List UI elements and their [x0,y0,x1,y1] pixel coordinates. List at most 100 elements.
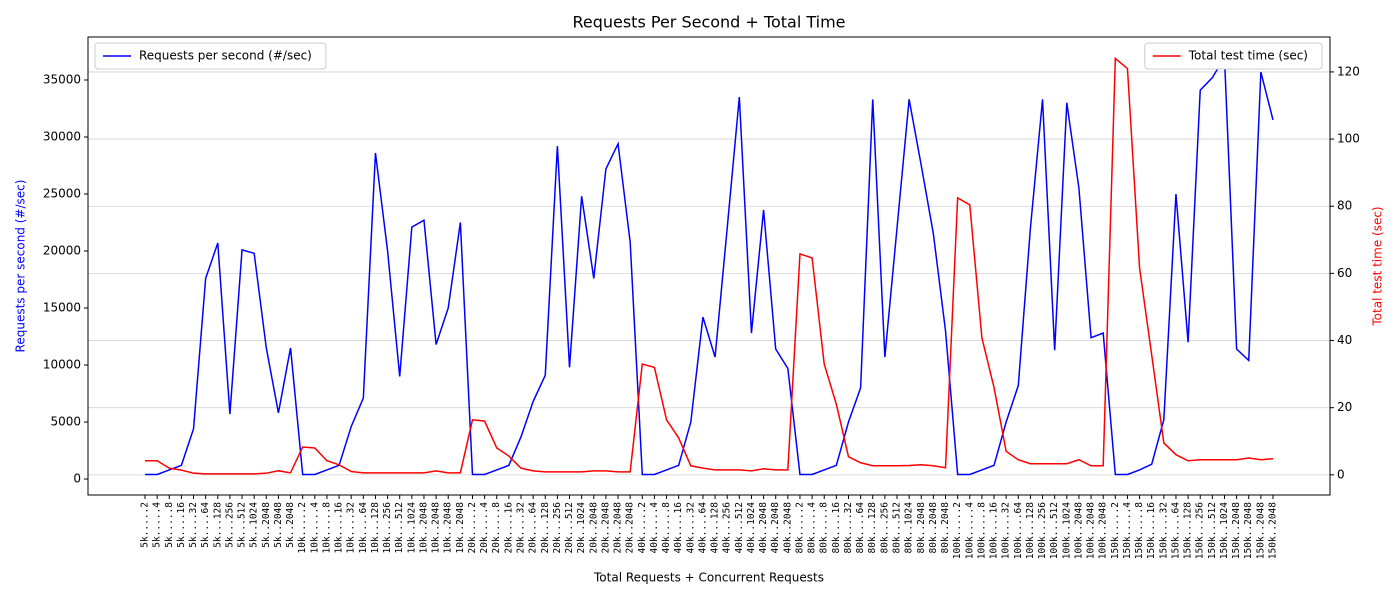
x-tick-label: 10k.....8 [321,502,332,554]
x-tick-label: 150k..2048 [1243,502,1254,559]
x-tick-label: 20k..2048 [600,502,611,554]
x-tick-label: 20k..1024 [576,502,587,554]
x-tick-label: 150k.....4 [1122,502,1133,559]
x-tick-label: 5k....16 [176,502,187,548]
x-tick-label: 80k...256 [879,502,890,554]
x-tick-label: 80k..2048 [940,502,951,554]
x-tick-label: 5k..2048 [261,502,272,548]
x-tick-label: 10k....64 [358,502,369,554]
x-tick-label: 80k..2048 [916,502,927,554]
x-tick-label: 150k..2048 [1231,502,1242,559]
x-tick-label: 100k..2048 [1098,502,1109,559]
x-tick-label: 20k..2048 [625,502,636,554]
x-tick-label: 40k..2048 [782,502,793,554]
y2-tick-label: 40 [1337,333,1352,347]
x-tick-label: 80k...512 [891,502,902,553]
x-tick-label: 20k....64 [528,502,539,554]
x-tick-label: 80k.....8 [819,502,830,554]
x-tick-label: 10k..2048 [455,502,466,554]
x-tick-label: 100k....32 [1001,502,1012,559]
y2-tick-label: 80 [1337,199,1352,213]
x-tick-label: 5k..2048 [273,502,284,548]
x-tick-label: 40k...128 [710,502,721,554]
x-tick-label: 150k...256 [1195,502,1206,559]
x-tick-label: 40k....64 [697,502,708,554]
x-tick-label: 80k..2048 [928,502,939,554]
x-tick-label: 40k..1024 [746,502,757,554]
x-tick-label: 10k..1024 [406,502,417,554]
x-tick-label: 10k..2048 [443,502,454,554]
x-tick-label: 10k....16 [334,502,345,554]
x-tick-label: 5k...512 [237,502,248,548]
legend-box [1144,42,1323,70]
x-tick-label: 40k.....2 [637,502,648,553]
x-tick-label: 80k...128 [867,502,878,554]
y-tick-label: 30000 [43,129,81,143]
series-line [145,54,1274,476]
x-tick-label: 10k...128 [370,502,381,554]
y-tick-label: 35000 [43,72,81,86]
x-tick-label: 80k....32 [843,502,854,553]
y-tick-label: 0 [73,472,81,486]
x-tick-label: 100k...256 [1037,502,1048,559]
plot-frame [87,36,1331,496]
x-tick-label: 20k...512 [564,502,575,553]
y2-tick-label: 100 [1337,132,1360,146]
x-tick-label: 150k..1024 [1219,502,1230,559]
x-tick-label: 20k..2048 [613,502,624,554]
x-tick-label: 5k....32 [188,502,199,548]
x-tick-label: 80k.....4 [807,502,818,554]
x-tick-label: 20k.....4 [479,502,490,554]
x-tick-label: 20k.....2 [467,502,478,553]
x-tick-label: 150k...128 [1183,502,1194,559]
x-tick-label: 40k..2048 [770,502,781,554]
series-line [145,56,1274,475]
x-tick-label: 80k..1024 [904,502,915,554]
x-tick-label: 20k...256 [552,502,563,554]
y-tick-label: 25000 [43,186,81,200]
x-tick-label: 80k.....2 [794,502,805,553]
x-tick-label: 150k....64 [1170,502,1181,559]
x-tick-label: 10k...256 [382,502,393,554]
legend-label: Total test time (sec) [1188,49,1308,63]
x-tick-label: 150k....16 [1146,502,1157,559]
x-tick-label: 150k...512 [1207,502,1218,559]
x-tick-label: 10k..2048 [431,502,442,554]
x-tick-label: 40k....16 [673,502,684,554]
x-tick-label: 20k.....8 [491,502,502,554]
x-tick-label: 5k..2048 [285,502,296,548]
x-tick-label: 5k...256 [224,502,235,548]
x-tick-label: 100k..2048 [1086,502,1097,559]
x-tick-label: 20k...128 [540,502,551,554]
y2-tick-label: 60 [1337,266,1352,280]
x-tick-label: 100k..1024 [1061,502,1072,559]
x-tick-label: 5k.....4 [152,502,163,548]
legend-box [94,42,327,70]
y-tick-label: 15000 [43,301,81,315]
x-tick-label: 10k.....4 [309,502,320,554]
x-tick-label: 100k.....2 [952,502,963,559]
x-tick-label: 80k....16 [831,502,842,554]
x-tick-label: 150k....32 [1158,502,1169,559]
x-tick-label: 100k....64 [1013,502,1024,559]
x-tick-label: 5k.....2 [140,502,151,548]
x-tick-label: 100k...512 [1049,502,1060,559]
y2-tick-label: 20 [1337,400,1352,414]
x-tick-label: 100k.....8 [976,502,987,559]
x-tick-label: 40k...256 [722,502,733,554]
y2-tick-label: 120 [1337,64,1360,78]
y-axis-label: Requests per second (#/sec) [14,180,28,353]
x-tick-label: 5k....64 [200,502,211,548]
y-tick-label: 5000 [50,415,81,429]
x-tick-label: 150k.....8 [1134,502,1145,559]
x-tick-label: 40k.....4 [649,502,660,554]
x-tick-label: 40k....32 [685,502,696,553]
x-tick-label: 100k..2048 [1073,502,1084,559]
x-tick-label: 20k....16 [503,502,514,554]
x-tick-label: 5k.....8 [164,502,175,548]
legend-label: Requests per second (#/sec) [139,49,312,63]
x-tick-label: 150k.....2 [1110,502,1121,559]
y2-axis-label: Total test time (sec) [1371,206,1385,326]
x-tick-label: 100k.....4 [964,502,975,559]
